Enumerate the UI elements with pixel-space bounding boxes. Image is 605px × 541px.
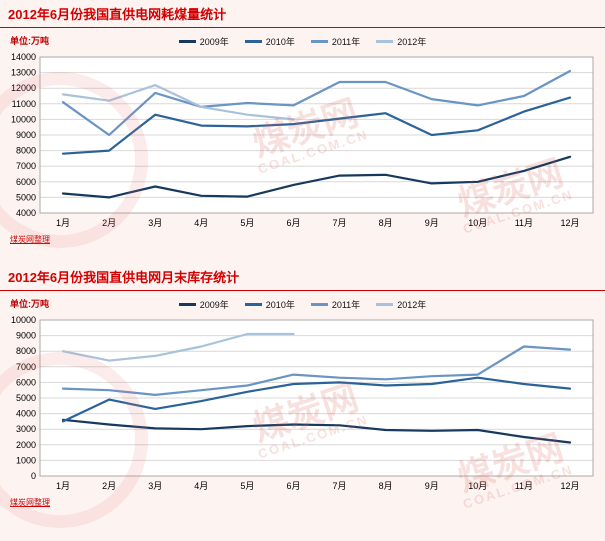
legend-marker [310,39,328,43]
x-tick-label: 12月 [560,218,579,228]
chart-title: 2012年6月份我国直供电网耗煤量统计 [0,0,605,28]
x-tick-label: 10月 [468,218,487,228]
series-line-2 [61,345,572,397]
legend-label: 2009年 [199,36,229,47]
y-tick-label: 14000 [11,52,36,62]
y-tick-label: 0 [31,471,36,481]
chart-section-inventory: 2012年6月份我国直供电网月末库存统计 单位:万吨 2009年 2010年 201… [0,263,605,526]
series-line-3 [61,83,295,121]
legend-label: 2011年 [331,299,361,310]
y-tick-label: 6000 [16,377,36,387]
x-tick-label: 4月 [194,218,208,228]
legend-label: 2011年 [331,36,361,47]
y-tick-label: 7000 [16,362,36,372]
x-tick-label: 5月 [240,481,254,491]
legend-item: 2011年 [310,35,361,48]
x-tick-label: 1月 [56,481,70,491]
y-tick-label: 8000 [16,346,36,356]
legend-marker [178,302,196,306]
y-tick-label: 6000 [16,177,36,187]
y-tick-label: 4000 [16,208,36,218]
x-tick-label: 9月 [425,481,439,491]
legend-label: 2012年 [397,299,427,310]
legend: 2009年 2010年 2011年 2012年 [0,295,605,313]
legend-label: 2010年 [265,299,295,310]
y-tick-label: 10000 [11,315,36,325]
x-tick-label: 5月 [240,218,254,228]
x-tick-label: 8月 [379,481,393,491]
legend-label: 2009年 [199,299,229,310]
x-tick-label: 3月 [148,218,162,228]
legend-marker [244,39,262,43]
series-line-0 [61,155,572,199]
chart-svg: 4000 5000 6000 7000 8000 9000 10000 11000 12000 1… [11,52,594,228]
legend: 2009年 2010年 2011年 2012年 [0,32,605,50]
y-tick-label: 12000 [11,83,36,93]
y-tick-label: 4000 [16,409,36,419]
legend-item: 2010年 [244,35,295,48]
legend-marker [178,39,196,43]
x-tick-label: 10月 [468,481,487,491]
unit-label: 单位:万吨 [10,299,49,309]
x-tick-label: 12月 [560,481,579,491]
chart-title: 2012年6月份我国直供电网月末库存统计 [0,263,605,291]
series-line-2 [61,69,572,137]
x-tick-label: 8月 [379,218,393,228]
unit-label: 单位:万吨 [10,36,49,46]
legend-item: 2012年 [376,35,426,48]
line-chart-inventory: 0 1000 2000 3000 4000 5000 6000 7000 8000 9000 100… [4,315,601,493]
source-note: 煤炭网整理 [10,498,50,507]
chart-header: 单位:万吨 2009年 2010年 2011年 2012年 [0,295,605,313]
legend-item: 2011年 [310,298,361,311]
y-tick-label: 9000 [16,130,36,140]
y-tick-label: 8000 [16,146,36,156]
legend-marker [310,302,328,306]
y-tick-label: 7000 [16,161,36,171]
series-line-1 [61,376,572,423]
legend-item: 2009年 [178,35,229,48]
legend-item: 2012年 [376,298,426,311]
y-tick-label: 1000 [16,455,36,465]
y-tick-label: 9000 [16,331,36,341]
x-tick-label: 11月 [515,218,533,228]
legend-marker [376,39,394,43]
x-tick-label: 7月 [333,218,347,228]
x-tick-label: 2月 [102,481,116,491]
legend-label: 2010年 [265,36,295,47]
x-tick-label: 2月 [102,218,116,228]
source-note: 煤炭网整理 [10,235,50,244]
x-tick-label: 3月 [148,481,162,491]
y-tick-label: 3000 [16,424,36,434]
plot-border [39,319,594,477]
chart-section-coal-consumption: 2012年6月份我国直供电网耗煤量统计 单位:万吨 2009年 2010年 2011… [0,0,605,263]
x-tick-label: 6月 [286,481,300,491]
series-line-1 [61,96,572,155]
legend-label: 2012年 [397,36,427,47]
legend-marker [244,302,262,306]
y-tick-label: 13000 [11,68,36,78]
x-tick-label: 4月 [194,481,208,491]
y-tick-label: 10000 [11,114,36,124]
series-line-3 [61,332,295,362]
x-tick-label: 1月 [56,218,70,228]
x-tick-label: 11月 [515,481,533,491]
legend-item: 2010年 [244,298,295,311]
x-tick-label: 7月 [333,481,347,491]
y-tick-label: 2000 [16,440,36,450]
legend-item: 2009年 [178,298,229,311]
chart-header: 单位:万吨 2009年 2010年 2011年 2012年 [0,32,605,50]
y-tick-label: 5000 [16,393,36,403]
line-chart-consumption: 4000 5000 6000 7000 8000 9000 10000 11000 12000 1… [4,52,601,230]
y-tick-label: 5000 [16,192,36,202]
x-tick-label: 6月 [286,218,300,228]
y-tick-label: 11000 [12,99,36,109]
chart-svg: 0 1000 2000 3000 4000 5000 6000 7000 8000 9000 100… [11,315,594,491]
x-tick-label: 9月 [425,218,439,228]
series-line-0 [61,418,572,444]
legend-marker [376,302,394,306]
plot-border [39,56,594,214]
